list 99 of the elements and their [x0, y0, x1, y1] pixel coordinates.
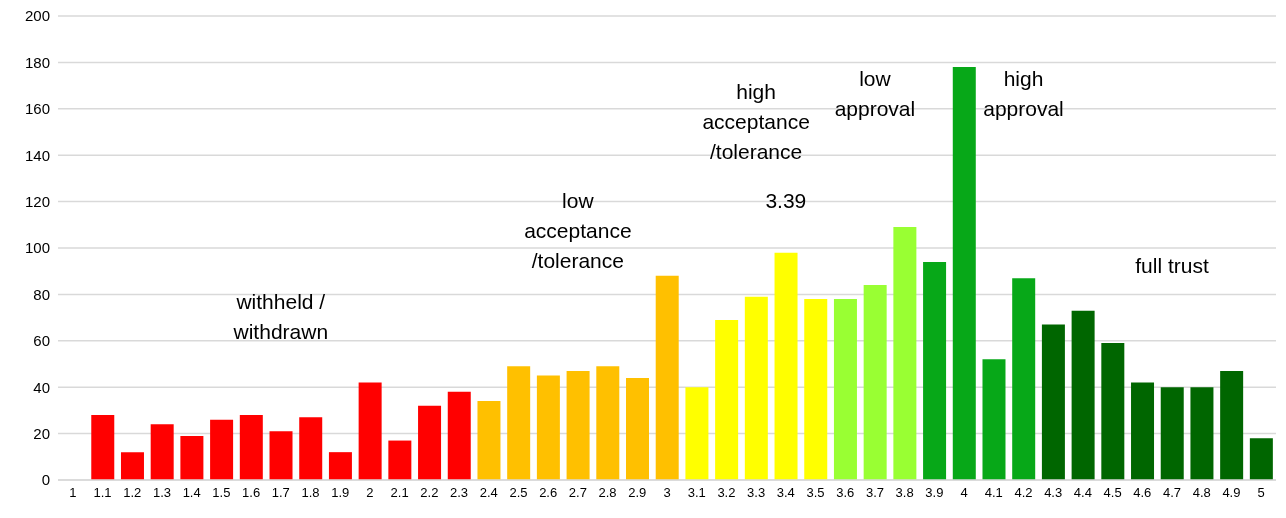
x-tick-label: 4.3 [1044, 485, 1063, 501]
x-tick-label: 2.3 [450, 485, 469, 501]
x-tick-label: 2.5 [509, 485, 528, 501]
bar [715, 319, 739, 480]
bar [1190, 387, 1214, 480]
x-tick-label: 1.6 [242, 485, 261, 501]
x-tick-label: 4.2 [1014, 485, 1033, 501]
x-tick-label: 1.4 [182, 485, 201, 501]
annotation: low acceptance /tolerance [524, 188, 632, 272]
x-tick-label: 2.4 [479, 485, 498, 501]
x-tick-label: 1.2 [123, 485, 142, 501]
bar [626, 377, 649, 480]
x-tick-label: 3.2 [717, 485, 736, 501]
annotation: 3.39 [765, 188, 807, 212]
x-tick-label: 4.1 [984, 485, 1003, 501]
x-tick-label: 4.8 [1192, 485, 1211, 501]
y-tick-label: 180 [24, 53, 50, 71]
x-tick-label: 4.7 [1162, 485, 1182, 501]
bar [952, 67, 976, 480]
bar [1249, 438, 1273, 480]
bar [299, 417, 323, 480]
y-tick-label: 0 [41, 471, 50, 489]
x-tick-label: 3 [663, 485, 671, 501]
bar [923, 261, 947, 480]
x-tick-label: 5 [1257, 485, 1265, 501]
bar [774, 252, 798, 480]
annotation: withheld / withdrawn [232, 289, 329, 343]
bar [655, 275, 679, 480]
x-tick-label: 2.8 [598, 485, 617, 501]
x-tick-label: 1.3 [152, 485, 172, 501]
x-tick-label: 4.4 [1073, 485, 1092, 501]
y-tick-label: 80 [33, 285, 50, 303]
x-tick-label: 2.1 [390, 485, 409, 501]
x-tick-label: 3.1 [687, 485, 706, 501]
bar [269, 431, 293, 480]
bar [91, 415, 115, 480]
y-tick-label: 200 [24, 7, 50, 25]
x-tick-label: 4.6 [1133, 485, 1152, 501]
x-tick-label: 3.5 [806, 485, 825, 501]
bar [596, 366, 620, 480]
x-tick-label: 2.7 [568, 485, 587, 501]
annotation: full trust [1135, 253, 1209, 277]
bar [1041, 324, 1065, 480]
x-tick-label: 3.8 [895, 485, 914, 501]
x-tick-label: 1.9 [331, 485, 350, 501]
bar [150, 424, 174, 480]
bar [804, 299, 828, 480]
bar [477, 401, 501, 480]
x-tick-label: 3.7 [865, 485, 884, 501]
annotation: high approval [983, 66, 1064, 120]
bar [180, 435, 204, 480]
x-tick-label: 2.9 [628, 485, 647, 501]
x-tick-label: 3.9 [925, 485, 944, 501]
bar [863, 285, 887, 480]
bar [1071, 310, 1095, 480]
bar [893, 227, 917, 480]
bar [328, 452, 352, 480]
bar [1220, 370, 1244, 480]
bar [358, 382, 382, 480]
y-tick-label: 140 [24, 146, 50, 164]
x-tick-label: 3.4 [776, 485, 795, 501]
y-tick-label: 160 [24, 100, 50, 118]
x-tick-label: 1.1 [93, 485, 112, 501]
y-tick-label: 60 [33, 332, 50, 350]
x-tick-label: 3.3 [747, 485, 766, 501]
bar [1131, 382, 1155, 480]
bar [447, 391, 471, 480]
x-tick-label: 1.7 [271, 485, 290, 501]
bar [210, 419, 234, 480]
y-tick-label: 100 [24, 239, 50, 257]
bar [120, 452, 144, 480]
bar [1012, 278, 1036, 480]
x-tick-label: 4.5 [1103, 485, 1122, 501]
x-tick-label: 2.6 [539, 485, 558, 501]
bar [388, 440, 412, 480]
y-tick-label: 120 [24, 192, 50, 210]
x-tick-label: 1 [69, 485, 77, 501]
bar [1101, 343, 1125, 480]
annotation: high acceptance /tolerance [702, 79, 810, 163]
x-tick-label: 2.2 [420, 485, 439, 501]
y-tick-label: 40 [33, 378, 50, 396]
x-tick-label: 4 [960, 485, 968, 501]
bar [833, 299, 857, 480]
bar [685, 387, 709, 480]
bar [566, 370, 590, 480]
bar [239, 415, 263, 480]
bar [536, 375, 560, 480]
x-tick-label: 3.6 [836, 485, 855, 501]
annotation: low approval [834, 66, 916, 120]
bar [744, 296, 768, 480]
x-tick-label: 2 [366, 485, 374, 501]
x-tick-label: 1.8 [301, 485, 320, 501]
y-tick-label: 20 [33, 424, 50, 442]
bar [418, 405, 442, 480]
x-tick-label: 1.5 [212, 485, 231, 501]
x-tick-label: 4.9 [1222, 485, 1241, 501]
bar [507, 366, 531, 480]
bar [1160, 387, 1184, 480]
bar [982, 359, 1006, 480]
